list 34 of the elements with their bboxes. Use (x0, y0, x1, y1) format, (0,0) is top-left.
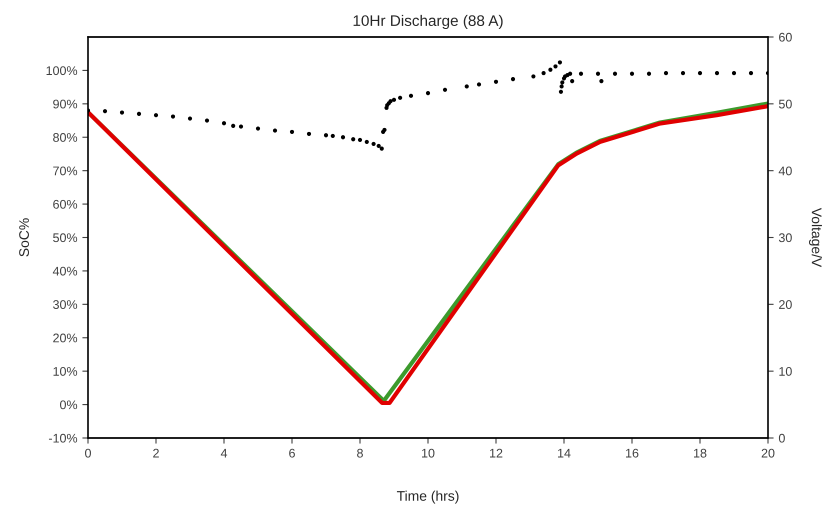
y2-axis-title: Voltage/V (808, 208, 822, 268)
y-tick-label: -10% (48, 434, 78, 443)
y2-tick-label: 30 (778, 233, 792, 242)
y2-tick-label: 10 (779, 366, 792, 376)
y-tick-label: 40% (52, 266, 78, 276)
x-tick-label: 0 (85, 448, 91, 458)
x-tick-label: 6 (289, 448, 295, 458)
y-axis-title: SoC% (19, 218, 29, 257)
y-tick-label: 70% (53, 166, 78, 176)
y-tick-label: 10% (54, 366, 78, 376)
y2-tick-label: 60 (779, 32, 792, 42)
y-tick-label: 100% (46, 66, 78, 76)
x-tick-label: 16 (626, 448, 638, 458)
x-tick-label: 2 (153, 448, 159, 458)
x-tick-label: 14 (558, 448, 571, 458)
y-tick-label: 60% (53, 200, 78, 209)
y2-tick-label: 0 (778, 434, 785, 443)
x-tick-label: 8 (357, 448, 363, 458)
y-tick-label: 90% (53, 100, 78, 108)
x-tick-label: 18 (694, 448, 706, 458)
y-tick-label: 30% (53, 300, 78, 309)
chart-title: 10Hr Discharge (88 A) (354, 14, 503, 30)
x-tick-label: 4 (220, 448, 228, 458)
y2-tick-label: 40 (778, 166, 792, 176)
y2-tick-label: 20 (779, 300, 792, 309)
x-axis-title: Time (hrs) (396, 490, 459, 504)
y-tick-label: 50% (53, 233, 78, 242)
x-tick-label: 20 (762, 448, 774, 458)
x-tick-label: 10 (422, 448, 434, 458)
y2-tick-label: 50 (778, 100, 792, 108)
y-tick-label: 80% (53, 133, 78, 142)
x-tick-label: 12 (490, 448, 502, 458)
y-tick-label: 0% (60, 400, 78, 410)
y-tick-label: 20% (53, 334, 78, 342)
